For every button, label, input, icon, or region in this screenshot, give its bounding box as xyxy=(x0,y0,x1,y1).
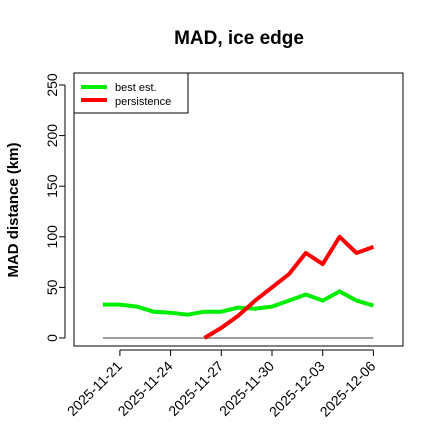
y-axis-label: MAD distance (km) xyxy=(5,142,22,277)
x-axis: 2025-11-212025-11-242025-11-272025-11-30… xyxy=(64,349,379,420)
series-line-best-est xyxy=(103,289,374,317)
legend: best est. persistence xyxy=(73,72,189,114)
plot-lines xyxy=(103,234,375,340)
y-tick-label: 250 xyxy=(44,73,60,97)
plot-frame xyxy=(73,72,404,347)
chart-title: MAD, ice edge xyxy=(174,28,304,49)
y-tick-label: 200 xyxy=(44,124,60,148)
y-tick-label: 50 xyxy=(44,279,60,295)
legend-box xyxy=(73,72,189,114)
series-line-persistence xyxy=(203,234,375,340)
y-tick-label: 100 xyxy=(44,225,60,249)
legend-label-best-est: best est. xyxy=(115,82,157,94)
y-tick-label: 0 xyxy=(44,334,60,342)
y-tick-label: 150 xyxy=(44,174,60,198)
x-tick-label: 2025-12-06 xyxy=(317,358,379,420)
y-axis: 0 50 100 150 200 250 xyxy=(44,73,66,342)
legend-label-persistence: persistence xyxy=(115,96,171,108)
